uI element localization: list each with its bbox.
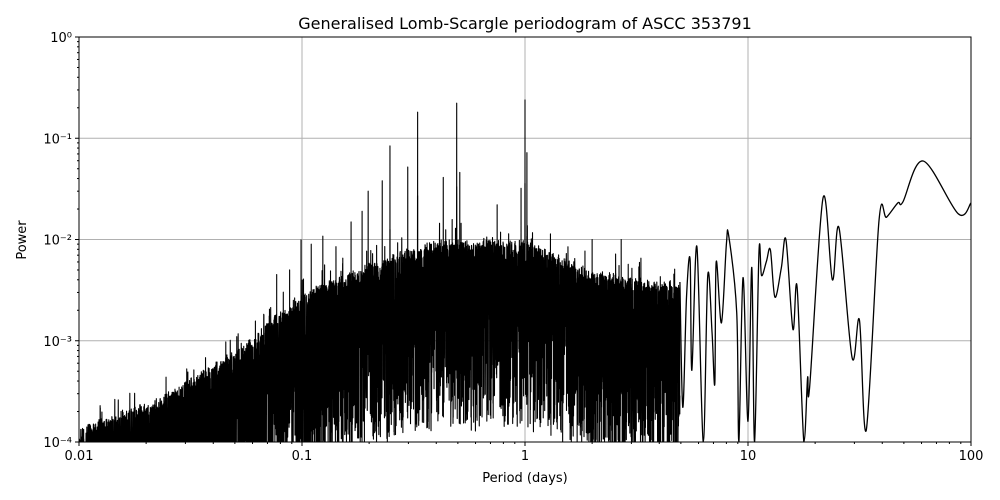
periodogram-line-long-periods [679,160,971,442]
x-tick-label: 0.1 [292,449,313,464]
y-tick-label: 10⁻³ [43,335,72,350]
x-tick-label: 10 [740,449,757,464]
x-axis-label: Period (days) [482,471,568,486]
x-tick-label: 1 [521,449,529,464]
periodogram-line-short-periods [79,99,681,442]
x-tick-label: 0.01 [65,449,94,464]
y-tick-label: 10⁰ [50,31,72,46]
y-tick-label: 10⁻¹ [43,132,72,147]
y-axis-label: Power [15,220,30,260]
chart-title: Generalised Lomb-Scargle periodogram of … [298,14,752,33]
y-tick-labels: 10⁻⁴ 10⁻³ 10⁻² 10⁻¹ 10⁰ [43,31,72,451]
y-tick-label: 10⁻² [43,234,72,249]
y-tick-label: 10⁻⁴ [43,436,72,451]
x-tick-labels: 0.01 0.1 1 10 100 [65,449,984,464]
axis-ticks [75,36,972,446]
x-tick-label: 100 [959,449,984,464]
